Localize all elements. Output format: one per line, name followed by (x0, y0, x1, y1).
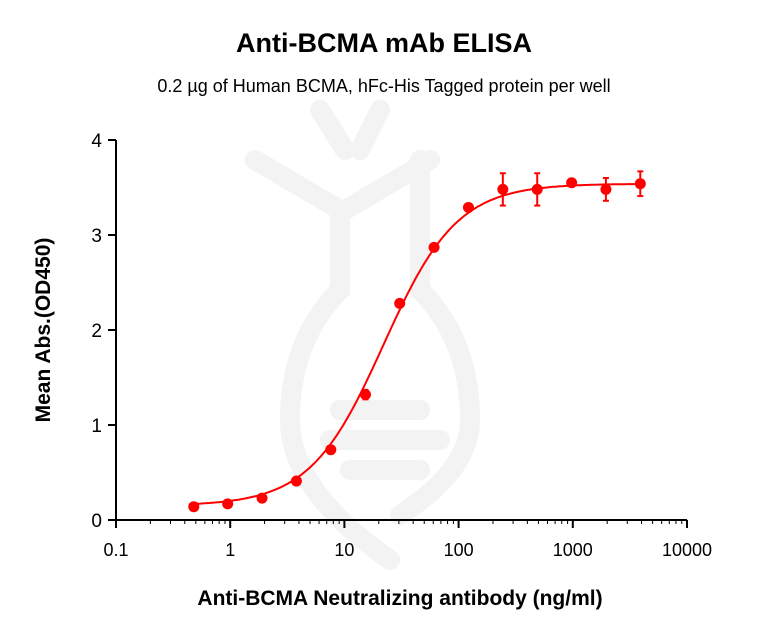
data-point (325, 444, 337, 456)
data-point (531, 183, 543, 195)
y-tick-label: 1 (91, 416, 102, 437)
x-tick-label: 100 (444, 540, 474, 560)
y-axis-label: Mean Abs.(OD450) (32, 237, 55, 423)
data-point (566, 177, 578, 189)
data-point (394, 297, 406, 309)
axes: 0.1 1 10 100 1000 10000 0 1 2 3 4 (91, 131, 712, 560)
data-point (256, 492, 268, 504)
x-tick-label: 0.1 (103, 540, 128, 560)
x-tick-label: 1000 (553, 540, 593, 560)
data-point (462, 201, 474, 213)
data-point (428, 241, 440, 253)
y-tick-label: 3 (91, 226, 102, 247)
chart-subtitle: 0.2 µg of Human BCMA, hFc-His Tagged pro… (157, 76, 611, 96)
data-point (222, 498, 234, 510)
data-marks (188, 170, 646, 513)
y-tick-label: 0 (91, 511, 102, 532)
y-tick-label: 4 (91, 131, 102, 152)
x-tick-label: 1 (225, 540, 235, 560)
data-point (290, 475, 302, 487)
x-axis-label: Anti-BCMA Neutralizing antibody (ng/ml) (197, 587, 603, 610)
data-point (359, 389, 371, 401)
chart-title: Anti-BCMA mAb ELISA (236, 28, 532, 58)
data-point (497, 183, 509, 195)
data-point (188, 501, 200, 513)
watermark-dna-icon (245, 100, 481, 570)
x-tick-label: 10000 (662, 540, 712, 560)
data-point (634, 178, 646, 190)
data-point (600, 183, 612, 195)
x-tick-label: 10 (334, 540, 354, 560)
fit-curve (193, 183, 641, 505)
y-tick-label: 2 (91, 321, 102, 342)
